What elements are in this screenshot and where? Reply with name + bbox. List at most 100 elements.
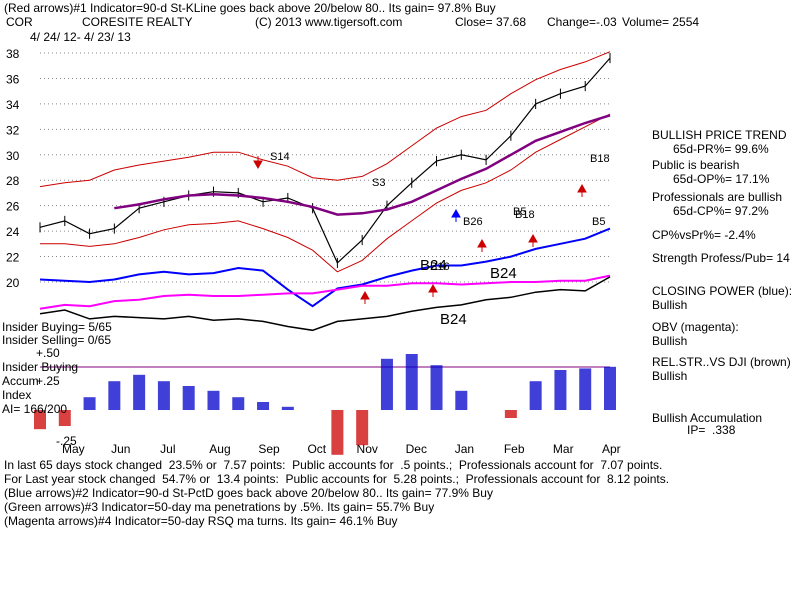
accum-bar	[356, 410, 369, 446]
x-tick-label: Jan	[455, 442, 474, 456]
annotation-label: B24	[490, 265, 517, 282]
accumulation-histogram	[34, 354, 616, 455]
accum-bar	[579, 368, 592, 410]
annotation-label: B26	[463, 216, 483, 228]
x-tick-label: Mar	[553, 442, 574, 456]
date-range: 4/ 24/ 12- 4/ 23/ 13	[30, 30, 131, 44]
x-tick-label: Feb	[504, 442, 525, 456]
accum-bar	[405, 354, 418, 410]
obv-label: OBV (magenta):	[652, 320, 739, 334]
y-tick-label: 36	[6, 72, 20, 86]
series-obv	[39, 274, 611, 310]
price-change: Change=-.03	[547, 15, 617, 29]
y-tick-label: 22	[6, 251, 20, 265]
relstr-label: REL.STR..VS DJI (brown)	[652, 355, 791, 369]
accum-bar	[232, 397, 245, 410]
ai-value: AI= 166/200	[2, 402, 68, 416]
x-tick-label: Oct	[307, 442, 326, 456]
public-status: Public is bearish	[652, 158, 740, 172]
accum-bar	[430, 365, 443, 410]
series-lower-band	[40, 113, 611, 273]
y-tick-label: 30	[6, 149, 20, 163]
insider-selling-ratio: Insider Selling= 0/65	[2, 333, 112, 347]
accum-bar	[83, 397, 96, 410]
relstr-status: Bullish	[652, 369, 688, 383]
x-tick-label: Jul	[160, 442, 175, 456]
accum-bar	[257, 402, 270, 410]
pr-value: 65d-PR%= 99.6%	[673, 142, 769, 156]
accum-bar	[182, 386, 195, 410]
signal-arrow-icon	[577, 183, 587, 197]
annotation-label: B16	[430, 261, 450, 273]
accumulation-status: Bullish Accumulation	[652, 411, 763, 425]
series-rel-str-vs-dji	[39, 276, 611, 332]
accum-bar	[108, 381, 121, 410]
index-label: Index	[2, 388, 32, 402]
insider-buying-ratio: Insider Buying= 5/65	[2, 320, 112, 334]
accum-bar	[133, 374, 146, 410]
x-tick-label: Dec	[406, 442, 427, 456]
x-tick-label: Sep	[258, 442, 280, 456]
y-tick-label: 26	[6, 200, 20, 214]
closing-power-status: Bullish	[652, 298, 688, 312]
copyright: (C) 2013 www.tigersoft.com	[255, 15, 403, 29]
annotation-label: S14	[270, 151, 290, 163]
strength-ratio: Strength Profess/Pub= 14	[652, 251, 790, 265]
company-name: CORESITE REALTY	[82, 15, 193, 29]
closing-power-label: CLOSING POWER (blue):	[652, 284, 793, 298]
accum-bar	[455, 390, 468, 410]
cp-vs-pr: CP%vsPr%= -2.4%	[652, 228, 756, 242]
annotation-label: B24	[440, 311, 467, 328]
series-50-day-ma	[114, 114, 611, 216]
annotation-label: S3	[372, 177, 385, 189]
y-axis-ticks: 38 36 34 32 30 28 26 24 22 20	[6, 47, 20, 290]
accum-bar	[281, 406, 294, 410]
accum-bar	[380, 358, 393, 410]
signal-arrow-icon	[360, 290, 370, 304]
annotation-label: B18	[515, 209, 535, 221]
accum-bar	[34, 410, 46, 430]
y-tick-label: 38	[6, 47, 20, 61]
signal-arrow-icon	[528, 233, 538, 247]
chart-series	[39, 51, 611, 332]
accum-bar	[207, 390, 220, 410]
y-tick-label: 28	[6, 174, 20, 188]
close-price: Close= 37.68	[455, 15, 527, 29]
header-indicator-line: (Red arrows)#1 Indicator=90-d St-KLine g…	[4, 1, 496, 15]
accum-bar	[331, 410, 344, 455]
insider-buying-label: Insider Buying	[2, 360, 79, 374]
accum-tick-p25: +.25	[36, 374, 60, 388]
accum-bar	[504, 410, 517, 418]
signal-arrow-icon	[428, 283, 438, 297]
x-tick-label: Nov	[357, 442, 378, 456]
footer-blue-arrows: (Blue arrows)#2 Indicator=90-d St-PctD g…	[4, 486, 493, 500]
y-tick-label: 20	[6, 276, 20, 290]
series-price	[39, 57, 611, 264]
ip-value: IP= .338	[687, 423, 736, 437]
prof-status: Professionals are bullish	[652, 190, 783, 204]
annotation-label: B5	[592, 216, 605, 228]
accum-bar	[604, 366, 616, 410]
y-tick-label: 34	[6, 98, 20, 112]
accum-bar	[554, 370, 567, 410]
accum-tick-m25: -.25	[56, 434, 77, 448]
accum-bar	[157, 381, 170, 410]
x-tick-label: Aug	[209, 442, 230, 456]
footer-65day: In last 65 days stock changed 23.5% or 7…	[4, 458, 663, 472]
y-tick-label: 32	[6, 123, 20, 137]
accum-label: Accum	[2, 374, 39, 388]
annotation-label: B18	[590, 153, 610, 165]
footer-magenta-arrows: (Magenta arrows)#4 Indicator=50-day RSQ …	[4, 514, 398, 528]
op-value: 65d-OP%= 17.1%	[673, 172, 770, 186]
signal-arrow-icon	[477, 238, 487, 252]
x-axis-ticks: May Jun Jul Aug Sep Oct Nov Dec Jan Feb Mar Apr	[62, 442, 621, 456]
x-tick-label: Apr	[602, 442, 621, 456]
series-upper-band	[39, 51, 611, 188]
trend-title: BULLISH PRICE TREND	[652, 128, 787, 142]
chart-grid	[40, 52, 610, 283]
footer-green-arrows: (Green arrows)#3 Indicator=50-day ma pen…	[4, 500, 435, 514]
footer-year: For Last year stock changed 54.7% or 13.…	[4, 472, 670, 486]
accum-bar	[58, 410, 71, 426]
x-tick-label: May	[62, 442, 85, 456]
cp-value: 65d-CP%= 97.2%	[673, 204, 769, 218]
